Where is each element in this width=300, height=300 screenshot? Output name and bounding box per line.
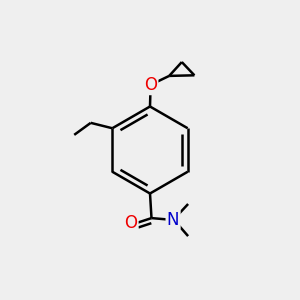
Text: O: O (124, 214, 137, 232)
Text: O: O (144, 76, 157, 94)
Text: N: N (167, 211, 179, 229)
